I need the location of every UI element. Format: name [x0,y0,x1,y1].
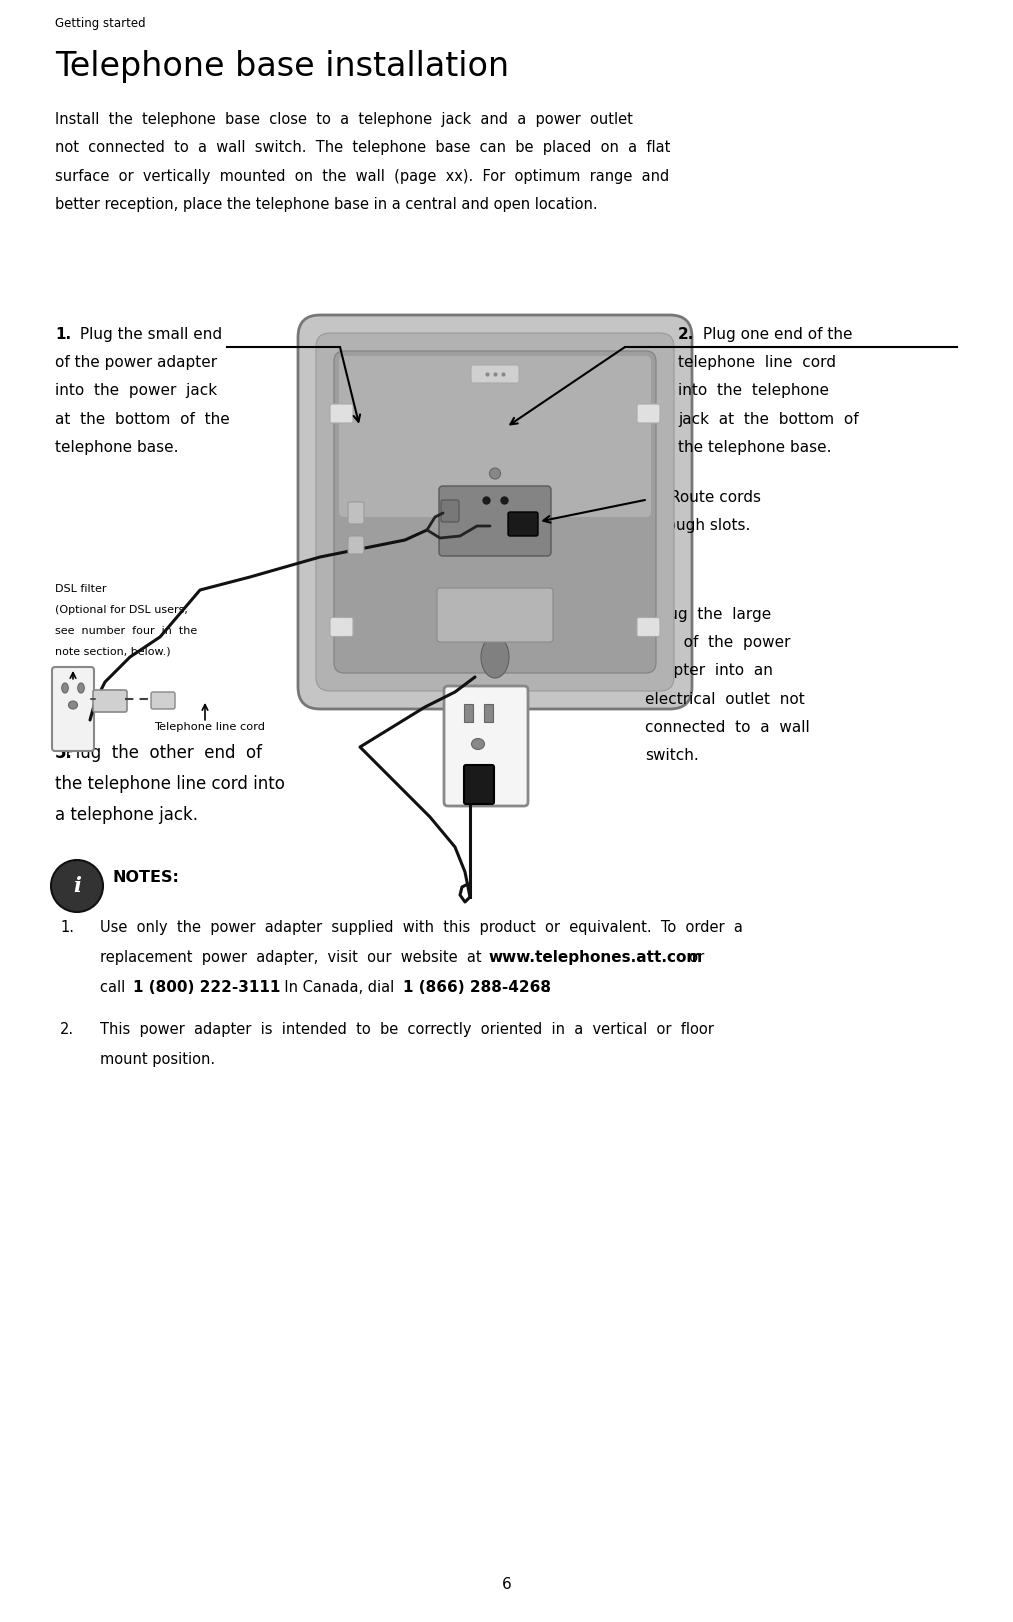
Ellipse shape [471,738,484,749]
Text: i: i [73,876,81,895]
Text: 1 (800) 222-3111: 1 (800) 222-3111 [133,980,281,994]
FancyBboxPatch shape [439,487,551,556]
Bar [464,704,473,722]
Text: Plug  the  large: Plug the large [645,607,771,621]
Ellipse shape [62,683,68,693]
Text: better reception, place the telephone base in a central and open location.: better reception, place the telephone ba… [55,198,598,212]
Text: Telephone line cord: Telephone line cord [155,722,265,732]
Text: jack  at  the  bottom  of: jack at the bottom of [678,412,859,427]
Text: of the power adapter: of the power adapter [55,355,217,370]
Text: 2.: 2. [60,1022,74,1036]
Text: into  the  telephone: into the telephone [678,383,829,399]
Circle shape [51,860,103,912]
FancyBboxPatch shape [464,766,494,805]
FancyBboxPatch shape [151,693,175,709]
FancyBboxPatch shape [330,404,353,423]
FancyBboxPatch shape [348,501,364,524]
Text: or: or [680,950,704,965]
Text: Plug  the  other  end  of: Plug the other end of [55,744,262,762]
Text: a telephone jack.: a telephone jack. [55,806,198,824]
Text: Plug the small end: Plug the small end [75,328,222,342]
Text: the telephone base.: the telephone base. [678,440,832,454]
Text: not  connected  to  a  wall  switch.  The  telephone  base  can  be  placed  on : not connected to a wall switch. The tele… [55,141,671,156]
Text: 1.: 1. [60,920,74,934]
Text: 6: 6 [501,1577,512,1593]
Text: Telephone base installation: Telephone base installation [55,50,510,83]
Ellipse shape [481,636,509,678]
Text: (Optional for DSL users,: (Optional for DSL users, [55,605,187,615]
Text: adapter  into  an: adapter into an [645,663,773,678]
Text: 2.: 2. [678,328,694,342]
Text: 1 (866) 288-4268: 1 (866) 288-4268 [403,980,551,994]
FancyBboxPatch shape [339,355,651,517]
FancyBboxPatch shape [637,618,660,636]
Ellipse shape [69,701,78,709]
FancyBboxPatch shape [444,686,528,806]
Text: DSL filter: DSL filter [55,584,106,594]
FancyBboxPatch shape [316,333,674,691]
FancyBboxPatch shape [93,689,127,712]
Text: Plug one end of the: Plug one end of the [698,328,853,342]
Text: the telephone line cord into: the telephone line cord into [55,775,285,793]
FancyBboxPatch shape [437,589,553,642]
Ellipse shape [78,683,84,693]
Text: Getting started: Getting started [55,16,146,29]
Text: Install  the  telephone  base  close  to  a  telephone  jack  and  a  power  out: Install the telephone base close to a te… [55,112,633,127]
FancyBboxPatch shape [52,667,94,751]
Text: telephone base.: telephone base. [55,440,178,454]
Text: Route cords: Route cords [665,490,761,504]
Text: 5.: 5. [55,744,73,762]
Text: replacement  power  adapter,  visit  our  website  at: replacement power adapter, visit our web… [100,950,486,965]
FancyBboxPatch shape [508,513,538,535]
Text: . In Canada, dial: . In Canada, dial [275,980,399,994]
Text: surface  or  vertically  mounted  on  the  wall  (page  xx).  For  optimum  rang: surface or vertically mounted on the wal… [55,169,670,183]
Text: electrical  outlet  not: electrical outlet not [645,691,804,707]
Text: NOTES:: NOTES: [113,869,180,886]
FancyBboxPatch shape [637,404,660,423]
Text: 1.: 1. [55,328,71,342]
FancyBboxPatch shape [348,535,364,555]
Text: see  number  four  in  the: see number four in the [55,626,198,636]
Text: www.telephones.att.com: www.telephones.att.com [488,950,702,965]
FancyBboxPatch shape [471,365,519,383]
Text: This  power  adapter  is  intended  to  be  correctly  oriented  in  a  vertical: This power adapter is intended to be cor… [100,1022,714,1036]
Text: at  the  bottom  of  the: at the bottom of the [55,412,230,427]
FancyBboxPatch shape [441,500,459,522]
Text: call: call [100,980,130,994]
FancyBboxPatch shape [298,315,692,709]
Text: into  the  power  jack: into the power jack [55,383,217,399]
Text: mount position.: mount position. [100,1053,215,1067]
Text: through slots.: through slots. [645,517,751,534]
Text: note section, below.): note section, below.) [55,647,170,657]
Text: telephone  line  cord: telephone line cord [678,355,836,370]
Text: end  of  the  power: end of the power [645,636,790,650]
FancyBboxPatch shape [330,618,353,636]
Bar [484,704,493,722]
Text: 4.: 4. [645,607,661,621]
Text: switch.: switch. [645,748,699,762]
Text: 3.: 3. [645,490,661,504]
FancyBboxPatch shape [334,350,656,673]
Text: connected  to  a  wall: connected to a wall [645,720,809,735]
Text: Use  only  the  power  adapter  supplied  with  this  product  or  equivalent.  : Use only the power adapter supplied with… [100,920,743,934]
Circle shape [489,469,500,478]
Text: .: . [545,980,550,994]
